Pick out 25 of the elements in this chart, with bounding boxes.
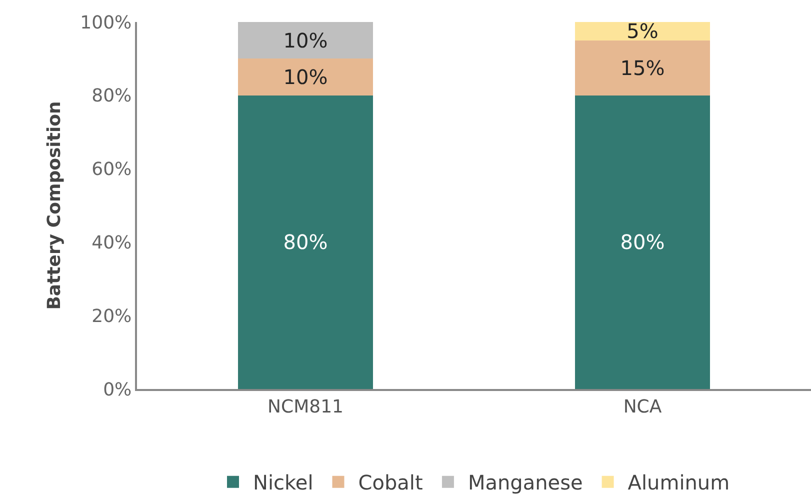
y-tick-label: 0% (103, 379, 132, 400)
legend-label: Manganese (468, 470, 583, 495)
y-axis-title: Battery Composition (44, 101, 65, 310)
y-tick-label: 80% (92, 86, 132, 107)
data-label: 5% (626, 19, 658, 44)
bar (575, 95, 710, 389)
data-label: 80% (620, 230, 665, 254)
y-tick-label: 20% (92, 306, 132, 327)
legend-label: Nickel (253, 470, 314, 495)
x-tick-label: NCM811 (268, 396, 344, 418)
data-label: 10% (283, 28, 328, 52)
bar (238, 22, 373, 59)
data-label: 10% (283, 65, 328, 90)
bar (575, 22, 710, 40)
data-label: 15% (620, 56, 665, 80)
y-tick-label: 60% (92, 159, 132, 180)
legend-label: Cobalt (358, 470, 423, 495)
bar (238, 95, 373, 389)
y-tick-label: 40% (92, 232, 132, 254)
bar (238, 58, 373, 96)
data-label: 80% (283, 230, 328, 254)
x-tick-label: NCA (623, 396, 662, 418)
bar (575, 40, 710, 96)
legend-label: Aluminum (628, 470, 730, 495)
y-tick-label: 100% (80, 12, 132, 34)
